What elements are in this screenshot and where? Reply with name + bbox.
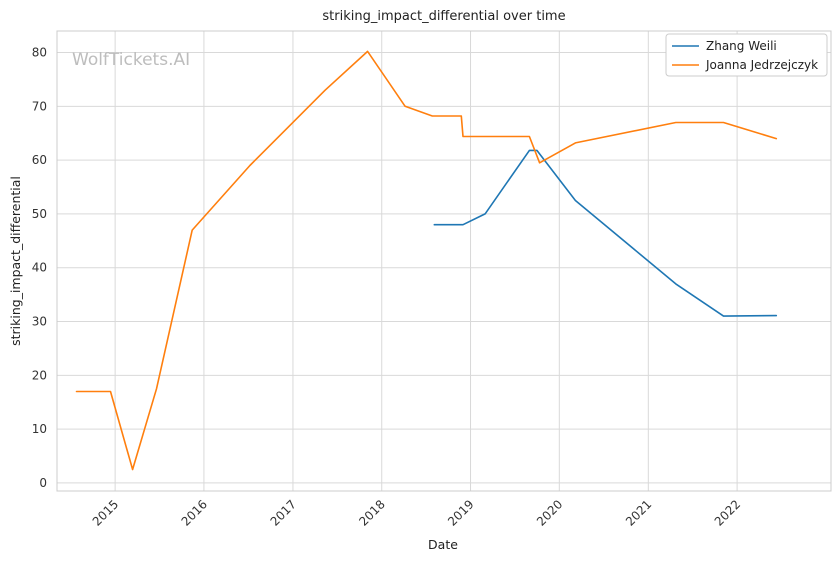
legend-box xyxy=(665,33,828,77)
y-tick-label: 80 xyxy=(32,46,47,60)
y-tick-label: 30 xyxy=(32,315,47,329)
series-line-2 xyxy=(75,50,778,471)
y-tick-label: 70 xyxy=(32,99,47,113)
y-tick-label: 0 xyxy=(39,476,47,490)
y-tick-label: 60 xyxy=(32,153,47,167)
series-line-1 xyxy=(433,149,778,317)
y-axis-label: striking_impact_differential xyxy=(8,176,23,346)
watermark-text: WolfTickets.AI xyxy=(72,50,190,70)
series-layer xyxy=(75,50,778,471)
y-tick-label: 10 xyxy=(32,422,47,436)
x-axis-label: Date xyxy=(428,537,458,552)
legend-label-1: Zhang Weili xyxy=(706,39,777,53)
chart-title: striking_impact_differential over time xyxy=(322,9,565,24)
y-tick-label: 40 xyxy=(32,261,47,275)
y-axis-ticks: 0 10 20 30 40 50 60 70 80 xyxy=(32,46,47,490)
plot-area-frame xyxy=(56,30,832,492)
legend-label-2: Joanna Jedrzejczyk xyxy=(705,58,818,72)
grid-lines xyxy=(57,31,831,491)
y-tick-label: 20 xyxy=(32,368,47,382)
legend: Zhang Weili Joanna Jedrzejczyk xyxy=(665,33,828,77)
y-tick-label: 50 xyxy=(32,207,47,221)
